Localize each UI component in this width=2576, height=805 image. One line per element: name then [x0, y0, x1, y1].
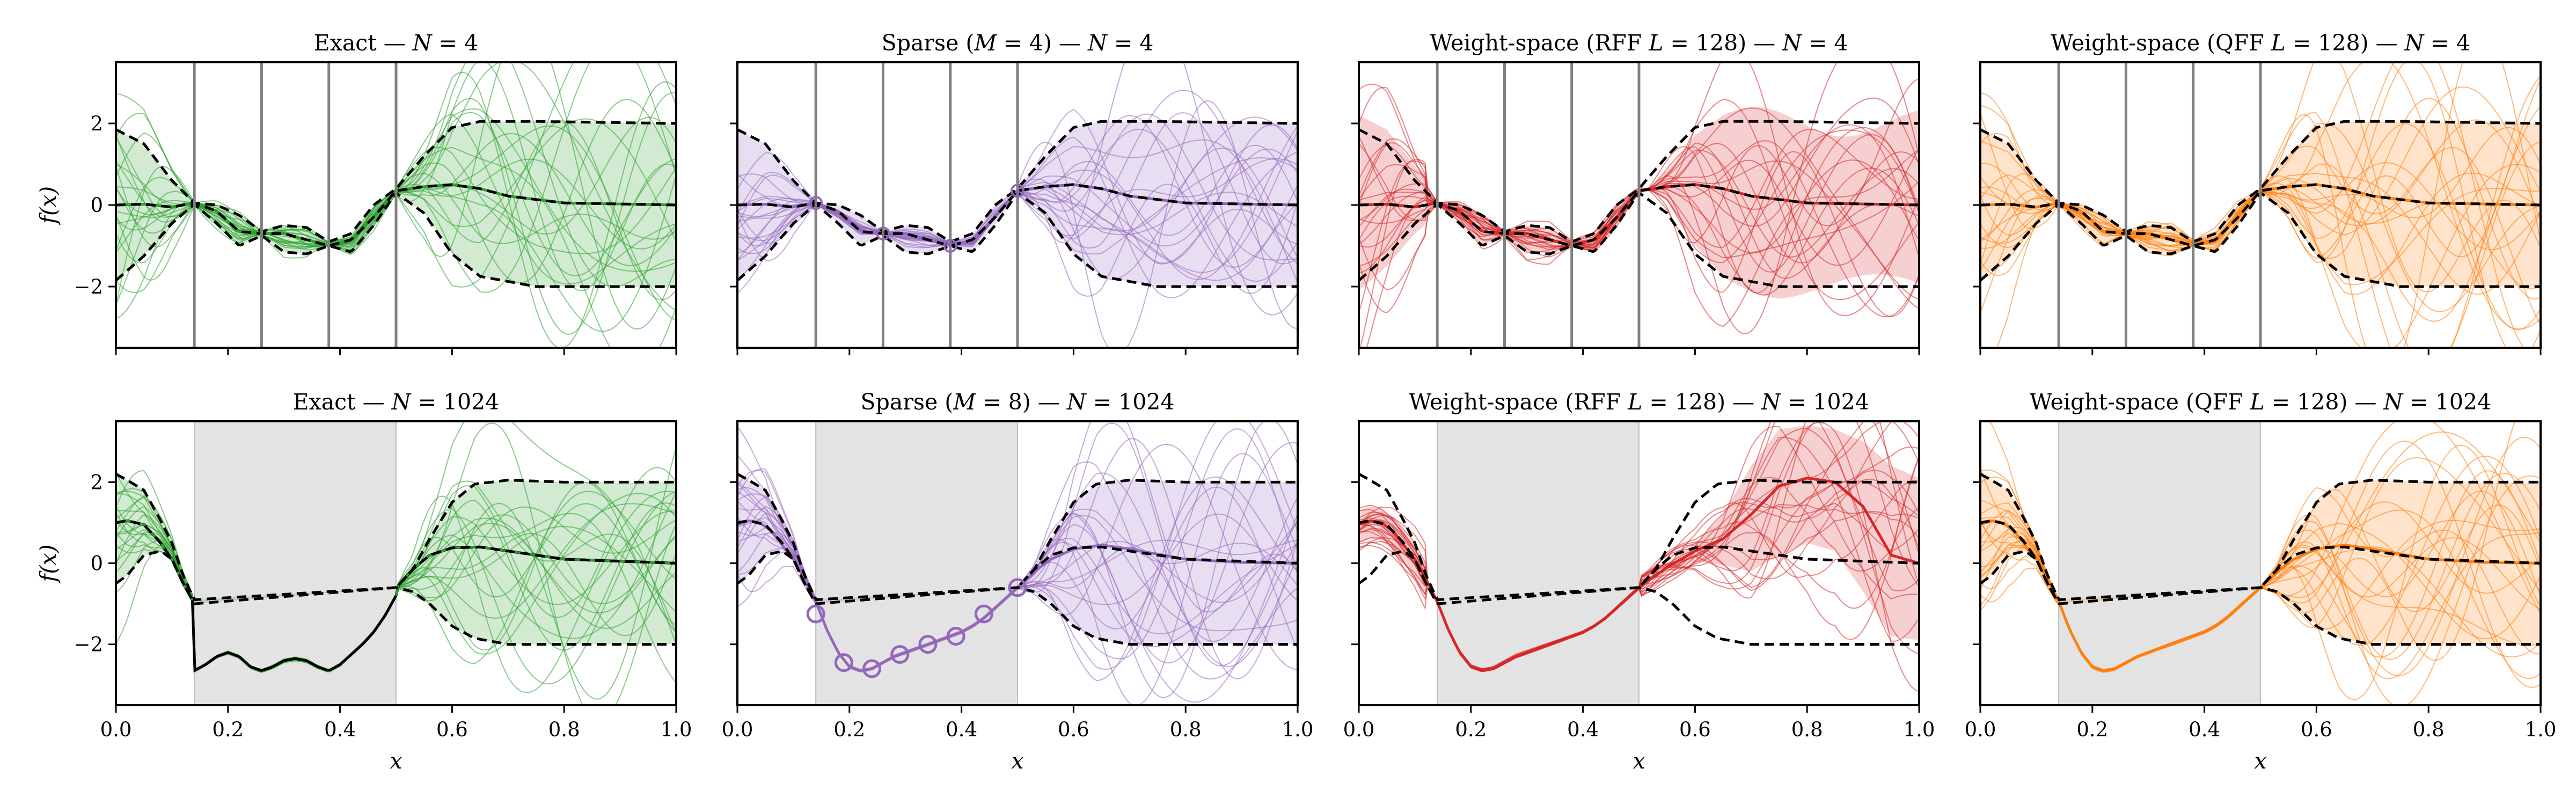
bound-upper [1359, 120, 1919, 243]
x-tick-label: 0.2 [833, 718, 865, 741]
panel-title: Weight-space (RFF L = 128) — N = 1024 [1409, 389, 1869, 415]
panel-qff-row1: 0.0 0.2 0.4 0.6 0.8 1.0 Weight-space (QFF L = … [1965, 389, 2557, 774]
plot-area [116, 62, 676, 348]
bound-mean [116, 519, 676, 601]
plot-area [737, 62, 1298, 348]
inducing-point [1008, 578, 1027, 597]
panel-title: Exact — N = 1024 [293, 389, 500, 415]
x-tick-label: 0.4 [1567, 718, 1599, 741]
x-axis-label: x [1011, 748, 1023, 774]
inducing-point [890, 645, 910, 664]
panel-title: Exact — N = 4 [314, 30, 478, 56]
bound-upper [116, 120, 676, 243]
panel-title: Sparse (M = 8) — N = 1024 [861, 389, 1175, 415]
panel-rff-row0: Weight-space (RFF L = 128) — N = 4 [1351, 30, 1920, 355]
x-tick-label: 0.4 [2189, 718, 2220, 741]
plot-area [1359, 421, 1919, 705]
bound-mean [737, 183, 1298, 247]
x-tick-label: 0.8 [548, 718, 580, 741]
x-tick-label: 0.8 [1791, 718, 1823, 741]
x-axis-label: x [2254, 748, 2266, 774]
x-tick-label: 0.0 [1965, 718, 1996, 741]
y-axis-label: f(x) [35, 186, 61, 225]
x-tick-label: 0.0 [100, 718, 132, 741]
x-tick-label: 0.2 [2076, 718, 2108, 741]
inducing-point [862, 659, 882, 678]
bound-mean [737, 519, 1298, 601]
bound-lower [116, 550, 676, 646]
bound-lower [737, 550, 1298, 646]
bound-mean [116, 183, 676, 247]
panel-title: Weight-space (QFF L = 128) — N = 4 [2051, 30, 2470, 56]
x-tick-label: 0.8 [1170, 718, 1202, 741]
panel-qff-row0: Weight-space (QFF L = 128) — N = 4 [1973, 30, 2542, 355]
x-axis-label: x [390, 748, 402, 774]
panel-rff-row1: 0.0 0.2 0.4 0.6 0.8 1.0 Weight-space (RFF L = … [1343, 389, 1935, 774]
y-tick-label: 0 [90, 552, 103, 575]
panel-title: Weight-space (RFF L = 128) — N = 4 [1430, 30, 1848, 56]
bound-mean [1980, 183, 2541, 247]
x-tick-label: 0.0 [722, 718, 753, 741]
plot-area [737, 421, 1298, 705]
y-tick-label: 2 [90, 112, 103, 135]
bound-mean [1359, 183, 1919, 247]
x-tick-label: 0.8 [2413, 718, 2445, 741]
x-tick-label: 0.0 [1343, 718, 1375, 741]
x-tick-label: 0.4 [946, 718, 977, 741]
panel-title: Weight-space (QFF L = 128) — N = 1024 [2030, 389, 2491, 415]
bound-mean [1980, 519, 2541, 601]
panel-sparse-row0: Sparse (M = 4) — N = 4 [730, 30, 1299, 355]
y-tick-label: 2 [90, 471, 103, 494]
y-tick-label: 0 [90, 194, 103, 217]
inducing-point [974, 604, 993, 624]
panel-exact-row1: 0.0 0.2 0.4 0.6 0.8 1.0 −2 0 2 Exact — N = 1024 x f… [35, 389, 692, 774]
inducing-point [876, 226, 890, 241]
uncertainty-band [1980, 121, 2541, 287]
x-tick-label: 0.6 [1679, 718, 1711, 741]
inducing-point [809, 196, 823, 210]
panel-exact-row0: −2 0 2 Exact — N = 4 f(x) [35, 30, 677, 355]
x-tick-label: 0.6 [2301, 718, 2332, 741]
inducing-point [834, 653, 853, 672]
x-axis-label: x [1633, 748, 1645, 774]
y-tick-label: −2 [74, 275, 103, 298]
plot-area [1980, 62, 2541, 348]
bound-lower [1359, 550, 1919, 646]
plot-area [1359, 62, 1919, 348]
bound-mean [1359, 519, 1919, 601]
panel-title: Sparse (M = 4) — N = 4 [882, 30, 1154, 56]
bound-upper [737, 120, 1298, 243]
x-tick-label: 1.0 [1282, 718, 1314, 741]
x-tick-label: 1.0 [661, 718, 692, 741]
bound-upper [1980, 120, 2541, 243]
inducing-point [806, 604, 825, 624]
inducing-point [943, 239, 957, 253]
inducing-point [918, 635, 938, 654]
y-tick-label: −2 [74, 633, 103, 656]
observed-region [1437, 421, 1640, 705]
observed-region [2058, 421, 2261, 705]
uncertainty-band [1980, 474, 2541, 645]
x-tick-label: 0.2 [212, 718, 244, 741]
plot-area [1980, 421, 2541, 705]
x-tick-label: 0.6 [436, 718, 468, 741]
x-tick-label: 0.6 [1058, 718, 1089, 741]
plot-area [116, 421, 676, 705]
bound-lower [1980, 550, 2541, 646]
observed-region [194, 421, 397, 705]
x-tick-label: 0.2 [1455, 718, 1487, 741]
panel-sparse-row1: 0.0 0.2 0.4 0.6 0.8 1.0 Sparse (M = 8) — N = 1… [722, 389, 1314, 774]
x-tick-label: 1.0 [1904, 718, 1935, 741]
x-tick-label: 0.4 [324, 718, 356, 741]
inducing-point [1011, 184, 1024, 198]
x-tick-label: 1.0 [2525, 718, 2557, 741]
y-axis-label: f(x) [35, 544, 61, 583]
inducing-point [946, 627, 965, 646]
